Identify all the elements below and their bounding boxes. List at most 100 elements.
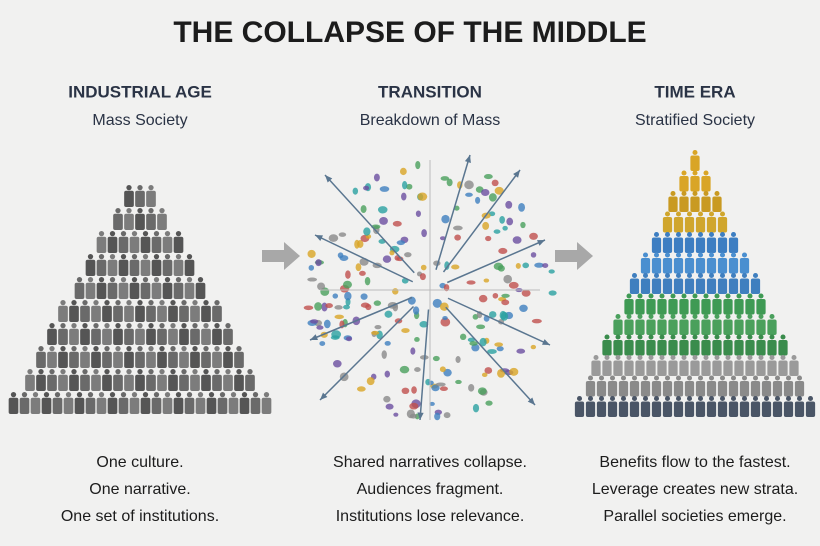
figure-body	[739, 278, 750, 294]
figure-head	[719, 252, 726, 258]
figure	[146, 323, 156, 345]
figure-head	[708, 252, 715, 258]
fragment	[342, 280, 352, 289]
figure-head	[730, 252, 737, 258]
figure-body	[223, 351, 233, 368]
figure-head	[752, 273, 759, 279]
figure-body	[184, 397, 195, 414]
figure-head	[659, 355, 665, 361]
figure	[684, 252, 695, 274]
figure-head	[637, 334, 643, 340]
figure-body	[107, 259, 118, 276]
figure-body	[228, 397, 239, 414]
figure-head	[697, 211, 704, 217]
figure-head	[681, 170, 687, 176]
figure	[234, 346, 244, 368]
figure-body	[750, 401, 761, 417]
figure-head	[104, 346, 110, 352]
figure-head	[82, 300, 88, 306]
figure-head	[675, 211, 682, 217]
figure-head	[137, 369, 143, 375]
figure	[767, 314, 777, 335]
fragment	[431, 384, 440, 392]
figure-body	[162, 282, 173, 299]
figure-body	[624, 360, 634, 376]
figure	[734, 314, 744, 335]
figure-body	[629, 401, 640, 417]
fragment	[360, 205, 367, 214]
figure-body	[168, 351, 178, 368]
figure	[217, 392, 228, 414]
figure-body	[767, 360, 777, 376]
figure-body	[668, 196, 678, 212]
figure	[745, 293, 755, 315]
figure	[58, 369, 68, 391]
fragment	[315, 259, 322, 267]
figure	[69, 346, 79, 368]
burst-arrow	[319, 305, 415, 401]
figure	[668, 355, 678, 376]
figure	[223, 346, 233, 368]
figure	[640, 252, 651, 274]
figure	[585, 375, 596, 397]
caption-line: Benefits flow to the fastest.	[599, 454, 790, 471]
fragment	[371, 330, 380, 335]
figure-body	[179, 305, 189, 322]
figure-body	[767, 339, 777, 356]
figure-body	[146, 374, 156, 391]
figure	[728, 252, 739, 274]
figure-body	[624, 319, 634, 335]
figure-head	[214, 346, 220, 352]
figure-head	[637, 355, 643, 361]
figure	[63, 392, 74, 414]
figure-body	[173, 236, 184, 253]
figure-head	[153, 231, 160, 237]
figure	[162, 254, 173, 276]
figure-body	[69, 351, 79, 368]
burst-arrow	[447, 297, 551, 346]
figure-head	[137, 208, 143, 214]
figure-body	[690, 360, 700, 376]
figure	[190, 369, 200, 391]
figure-body	[146, 305, 156, 322]
figure-body	[640, 401, 651, 417]
figure-body	[113, 213, 123, 230]
fragment	[401, 328, 410, 333]
figure-head	[730, 396, 737, 402]
figure-head	[675, 396, 682, 402]
figure-body	[107, 397, 118, 414]
figure	[212, 323, 222, 345]
figure-body	[624, 298, 634, 315]
figure	[701, 314, 711, 335]
figure-head	[159, 346, 165, 352]
figure	[184, 254, 195, 276]
figure-head	[98, 231, 105, 237]
figure-body	[47, 328, 57, 345]
figure-body	[679, 319, 689, 335]
figure-body	[701, 360, 711, 376]
figure	[113, 323, 123, 345]
figure-head	[692, 150, 698, 156]
figure-head	[752, 396, 759, 402]
figure	[745, 355, 755, 376]
figure-head	[692, 293, 698, 299]
caption-line: Leverage creates new strata.	[592, 481, 798, 498]
figure	[113, 300, 123, 322]
figure	[651, 252, 662, 274]
figure-body	[673, 380, 684, 397]
fragment	[488, 311, 497, 318]
figure-head	[203, 346, 209, 352]
figure-head	[736, 293, 742, 299]
figure	[173, 254, 184, 276]
figure	[673, 396, 684, 417]
figure-head	[109, 392, 116, 398]
figure-body	[151, 397, 162, 414]
figure-body	[190, 305, 200, 322]
figure	[250, 392, 261, 414]
figure-body	[113, 305, 123, 322]
figure-head	[87, 277, 94, 283]
fragment	[360, 293, 368, 300]
figure	[657, 314, 667, 335]
figure-head	[681, 355, 687, 361]
figure	[91, 323, 101, 345]
